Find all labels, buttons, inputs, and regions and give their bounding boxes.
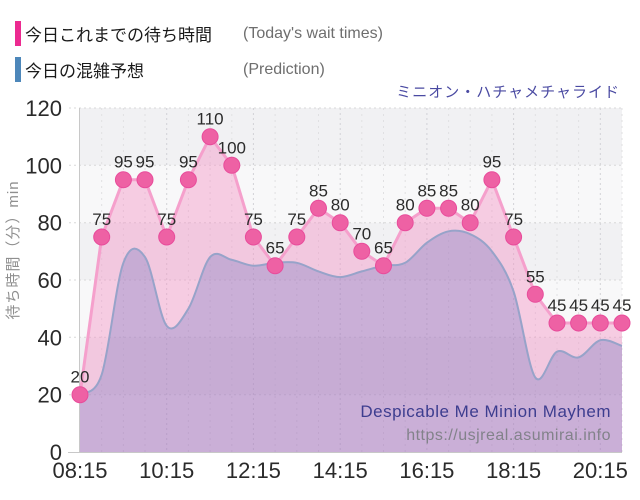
watermark-title: Despicable Me Minion Mayhem [360, 402, 611, 421]
y-tick-label: 60 [38, 268, 62, 293]
actual-line [78, 135, 622, 395]
data-point-label: 45 [613, 296, 632, 315]
data-point-label: 65 [374, 239, 393, 258]
data-point-label: 75 [92, 210, 111, 229]
data-point-label: 45 [591, 296, 610, 315]
data-point-label: 80 [396, 196, 415, 215]
prediction-area [80, 230, 622, 452]
legend-label-actual-en: (Today's wait times) [243, 24, 383, 42]
data-point-label: 85 [439, 181, 458, 200]
data-point-label: 110 [197, 110, 224, 129]
data-point [548, 314, 566, 332]
data-point [353, 242, 371, 260]
x-tick-label: 14:15 [313, 458, 368, 483]
data-point [483, 171, 501, 189]
data-point [461, 214, 479, 232]
data-point-label: 70 [352, 224, 371, 243]
plot-band [79, 165, 622, 223]
legend-label-prediction-en: (Prediction) [243, 60, 325, 78]
y-axis-title: 待ち時間（分）min [5, 180, 22, 319]
data-point [331, 214, 349, 232]
legend-swatch-actual-icon [15, 21, 21, 46]
data-point-label: 75 [504, 210, 523, 229]
x-tick-label: 18:15 [486, 458, 541, 483]
data-point [526, 285, 544, 303]
data-point [591, 314, 609, 332]
data-point-label: 85 [309, 181, 328, 200]
data-point [158, 228, 176, 246]
data-point-label: 20 [71, 368, 90, 387]
data-point-label: 95 [136, 153, 155, 172]
plot-band [79, 108, 622, 166]
data-point [223, 156, 241, 174]
data-point-label: 95 [482, 153, 501, 172]
data-point [440, 199, 458, 217]
data-point-label: 100 [218, 138, 246, 157]
data-point-label: 75 [157, 210, 176, 229]
data-point [71, 386, 89, 404]
data-point [136, 171, 154, 189]
legend-item-prediction: 今日の混雑予想 (Prediction) [15, 57, 325, 82]
data-point-label: 80 [331, 196, 350, 215]
legend-label-actual-jp: 今日これまでの待ち時間 [25, 26, 212, 45]
data-point [310, 199, 327, 217]
data-point [288, 228, 306, 246]
data-point [418, 199, 436, 217]
data-point-label: 85 [417, 181, 436, 200]
data-point [505, 228, 523, 246]
x-tick-label: 12:15 [226, 458, 281, 483]
data-point [396, 214, 414, 232]
data-point-label: 75 [244, 210, 263, 229]
plot-band [79, 394, 622, 452]
actual-area [80, 136, 622, 452]
data-point-label: 45 [548, 296, 567, 315]
data-point [201, 128, 219, 146]
data-point [570, 314, 588, 332]
y-tick-label: 120 [25, 96, 62, 121]
data-point-label: 75 [287, 210, 306, 229]
data-point [244, 228, 262, 246]
data-point-label: 55 [526, 267, 545, 286]
legend-label-prediction-jp: 今日の混雑予想 [25, 62, 144, 81]
y-tick-label: 80 [38, 211, 62, 236]
prediction-line [79, 229, 623, 396]
data-point [114, 171, 132, 189]
data-point-label: 95 [114, 153, 133, 172]
x-tick-label: 20:15 [573, 458, 628, 483]
x-tick-label: 10:15 [139, 458, 194, 483]
data-point [179, 171, 197, 189]
data-point-label: 95 [179, 153, 198, 172]
data-point [375, 257, 392, 275]
chart-legend: 今日これまでの待ち時間 (Today's wait times) 今日の混雑予想… [15, 21, 383, 93]
data-point-label: 80 [461, 196, 480, 215]
ride-title: ミニオン・ハチャメチャライド [396, 84, 620, 101]
data-point [93, 228, 111, 246]
x-tick-label: 16:15 [399, 458, 454, 483]
y-tick-label: 40 [38, 325, 62, 350]
data-point [266, 257, 284, 275]
data-point [613, 314, 631, 332]
y-tick-label: 100 [25, 153, 62, 178]
x-tick-label: 08:15 [52, 458, 107, 483]
legend-item-actual: 今日これまでの待ち時間 (Today's wait times) [15, 21, 383, 46]
y-tick-label: 20 [38, 383, 62, 408]
y-tick-label: 0 [50, 440, 62, 465]
data-point-label: 65 [266, 239, 285, 258]
data-point-label: 45 [569, 296, 588, 315]
legend-swatch-prediction-icon [15, 57, 21, 82]
watermark-url: https://usjreal.asumirai.info [406, 427, 611, 444]
